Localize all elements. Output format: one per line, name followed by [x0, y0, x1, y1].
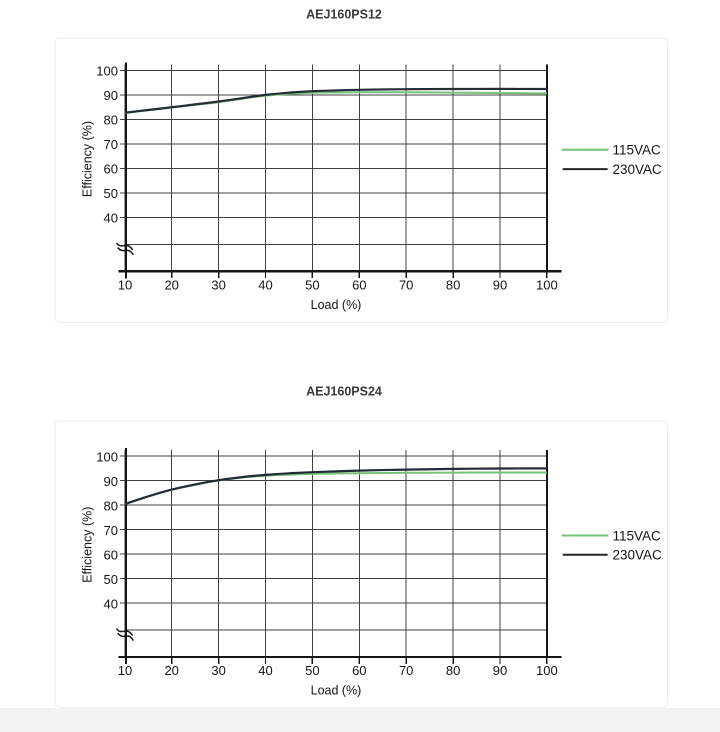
svg-text:60: 60 — [104, 547, 118, 562]
svg-text:Efficiency (%): Efficiency (%) — [81, 121, 95, 197]
svg-text:80: 80 — [446, 663, 460, 678]
svg-text:70: 70 — [104, 523, 118, 538]
svg-text:60: 60 — [352, 663, 366, 678]
svg-text:100: 100 — [96, 449, 118, 464]
svg-text:10: 10 — [118, 278, 132, 293]
svg-text:Efficiency (%): Efficiency (%) — [81, 507, 95, 583]
svg-text:70: 70 — [399, 663, 413, 678]
svg-text:80: 80 — [104, 113, 118, 128]
svg-text:AEJ160PS24: AEJ160PS24 — [306, 384, 382, 398]
svg-text:100: 100 — [536, 278, 558, 293]
svg-text:70: 70 — [104, 137, 118, 152]
svg-text:60: 60 — [352, 278, 366, 293]
svg-text:50: 50 — [104, 186, 118, 201]
svg-text:Load (%): Load (%) — [311, 684, 362, 698]
svg-text:Load (%): Load (%) — [311, 298, 362, 312]
svg-text:20: 20 — [164, 663, 178, 678]
svg-text:230VAC: 230VAC — [613, 548, 663, 563]
svg-text:90: 90 — [104, 88, 118, 103]
svg-text:50: 50 — [305, 278, 319, 293]
svg-text:115VAC: 115VAC — [613, 143, 662, 158]
svg-text:50: 50 — [305, 663, 319, 678]
svg-text:70: 70 — [399, 278, 413, 293]
svg-text:50: 50 — [104, 572, 118, 587]
svg-text:100: 100 — [96, 64, 118, 79]
svg-text:30: 30 — [211, 663, 225, 678]
svg-text:AEJ160PS12: AEJ160PS12 — [306, 8, 382, 22]
svg-text:60: 60 — [104, 162, 118, 177]
svg-text:30: 30 — [211, 278, 225, 293]
svg-text:230VAC: 230VAC — [613, 162, 663, 177]
svg-text:90: 90 — [493, 663, 507, 678]
svg-text:115VAC: 115VAC — [613, 528, 662, 543]
svg-text:100: 100 — [536, 663, 558, 678]
svg-text:10: 10 — [118, 663, 132, 678]
svg-text:40: 40 — [104, 211, 118, 226]
svg-text:90: 90 — [493, 278, 507, 293]
svg-text:40: 40 — [104, 596, 118, 611]
svg-text:40: 40 — [258, 663, 272, 678]
svg-text:80: 80 — [446, 278, 460, 293]
svg-text:80: 80 — [104, 498, 118, 513]
svg-text:20: 20 — [164, 278, 178, 293]
svg-text:90: 90 — [104, 474, 118, 489]
svg-text:40: 40 — [258, 278, 272, 293]
